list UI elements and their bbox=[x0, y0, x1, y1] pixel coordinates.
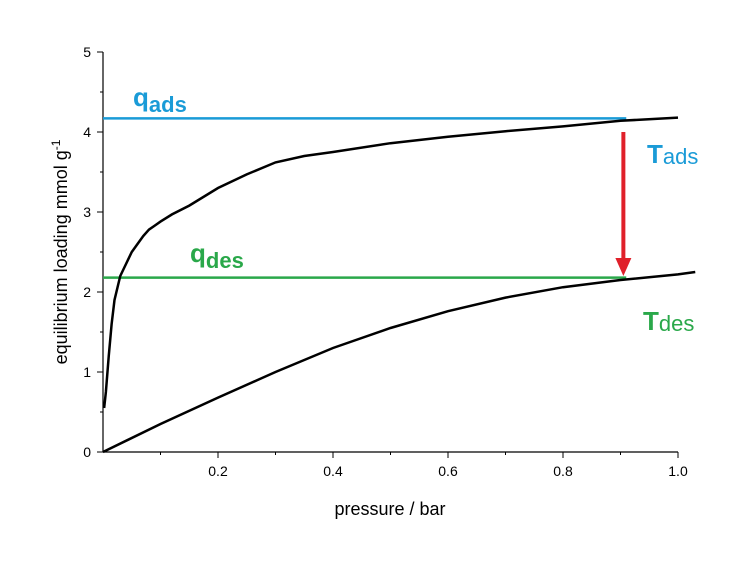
q-des-annotation: qdes bbox=[190, 238, 244, 273]
t-des-isotherm-line bbox=[102, 270, 696, 454]
q-ads-annotation: qads bbox=[133, 82, 187, 117]
y-axis-label-superscript: -1 bbox=[49, 139, 63, 150]
y-tick-label: 2 bbox=[83, 284, 91, 300]
y-axis-label: equilibrium loading mmol g-1 bbox=[49, 139, 71, 364]
x-tick-label: 0.8 bbox=[553, 463, 573, 479]
y-tick-label: 1 bbox=[83, 364, 91, 380]
x-tick-label: 0.6 bbox=[438, 463, 458, 479]
y-axis-label-main: equilibrium loading mmol g bbox=[51, 150, 71, 364]
y-tick-label: 4 bbox=[83, 124, 91, 140]
y-tick-label: 3 bbox=[83, 204, 91, 220]
t-des-annotation: Tdes bbox=[643, 306, 694, 336]
t-ads-isotherm-line bbox=[102, 116, 679, 409]
desorption-arrow-head bbox=[615, 258, 632, 276]
axis-ticks bbox=[97, 51, 679, 458]
y-tick-label: 0 bbox=[83, 444, 91, 460]
q-des-symbol: q bbox=[190, 238, 206, 268]
t-des-subscript: des bbox=[659, 311, 694, 336]
q-des-subscript: des bbox=[206, 248, 244, 273]
x-tick-label: 0.4 bbox=[323, 463, 343, 479]
q-ads-symbol: q bbox=[133, 82, 149, 112]
x-axis-label: pressure / bar bbox=[334, 499, 445, 519]
t-des-symbol: T bbox=[643, 306, 659, 336]
y-tick-label: 5 bbox=[83, 44, 91, 60]
t-ads-symbol: T bbox=[647, 139, 663, 169]
q-ads-subscript: ads bbox=[149, 92, 187, 117]
t-ads-annotation: Tads bbox=[647, 139, 698, 169]
x-tick-label: 0.2 bbox=[208, 463, 228, 479]
t-ads-subscript: ads bbox=[663, 144, 698, 169]
x-tick-label: 1.0 bbox=[668, 463, 688, 479]
axis-tick-labels: 0.2 0.4 0.6 0.8 1.0 0 1 2 3 4 5 bbox=[83, 44, 688, 479]
